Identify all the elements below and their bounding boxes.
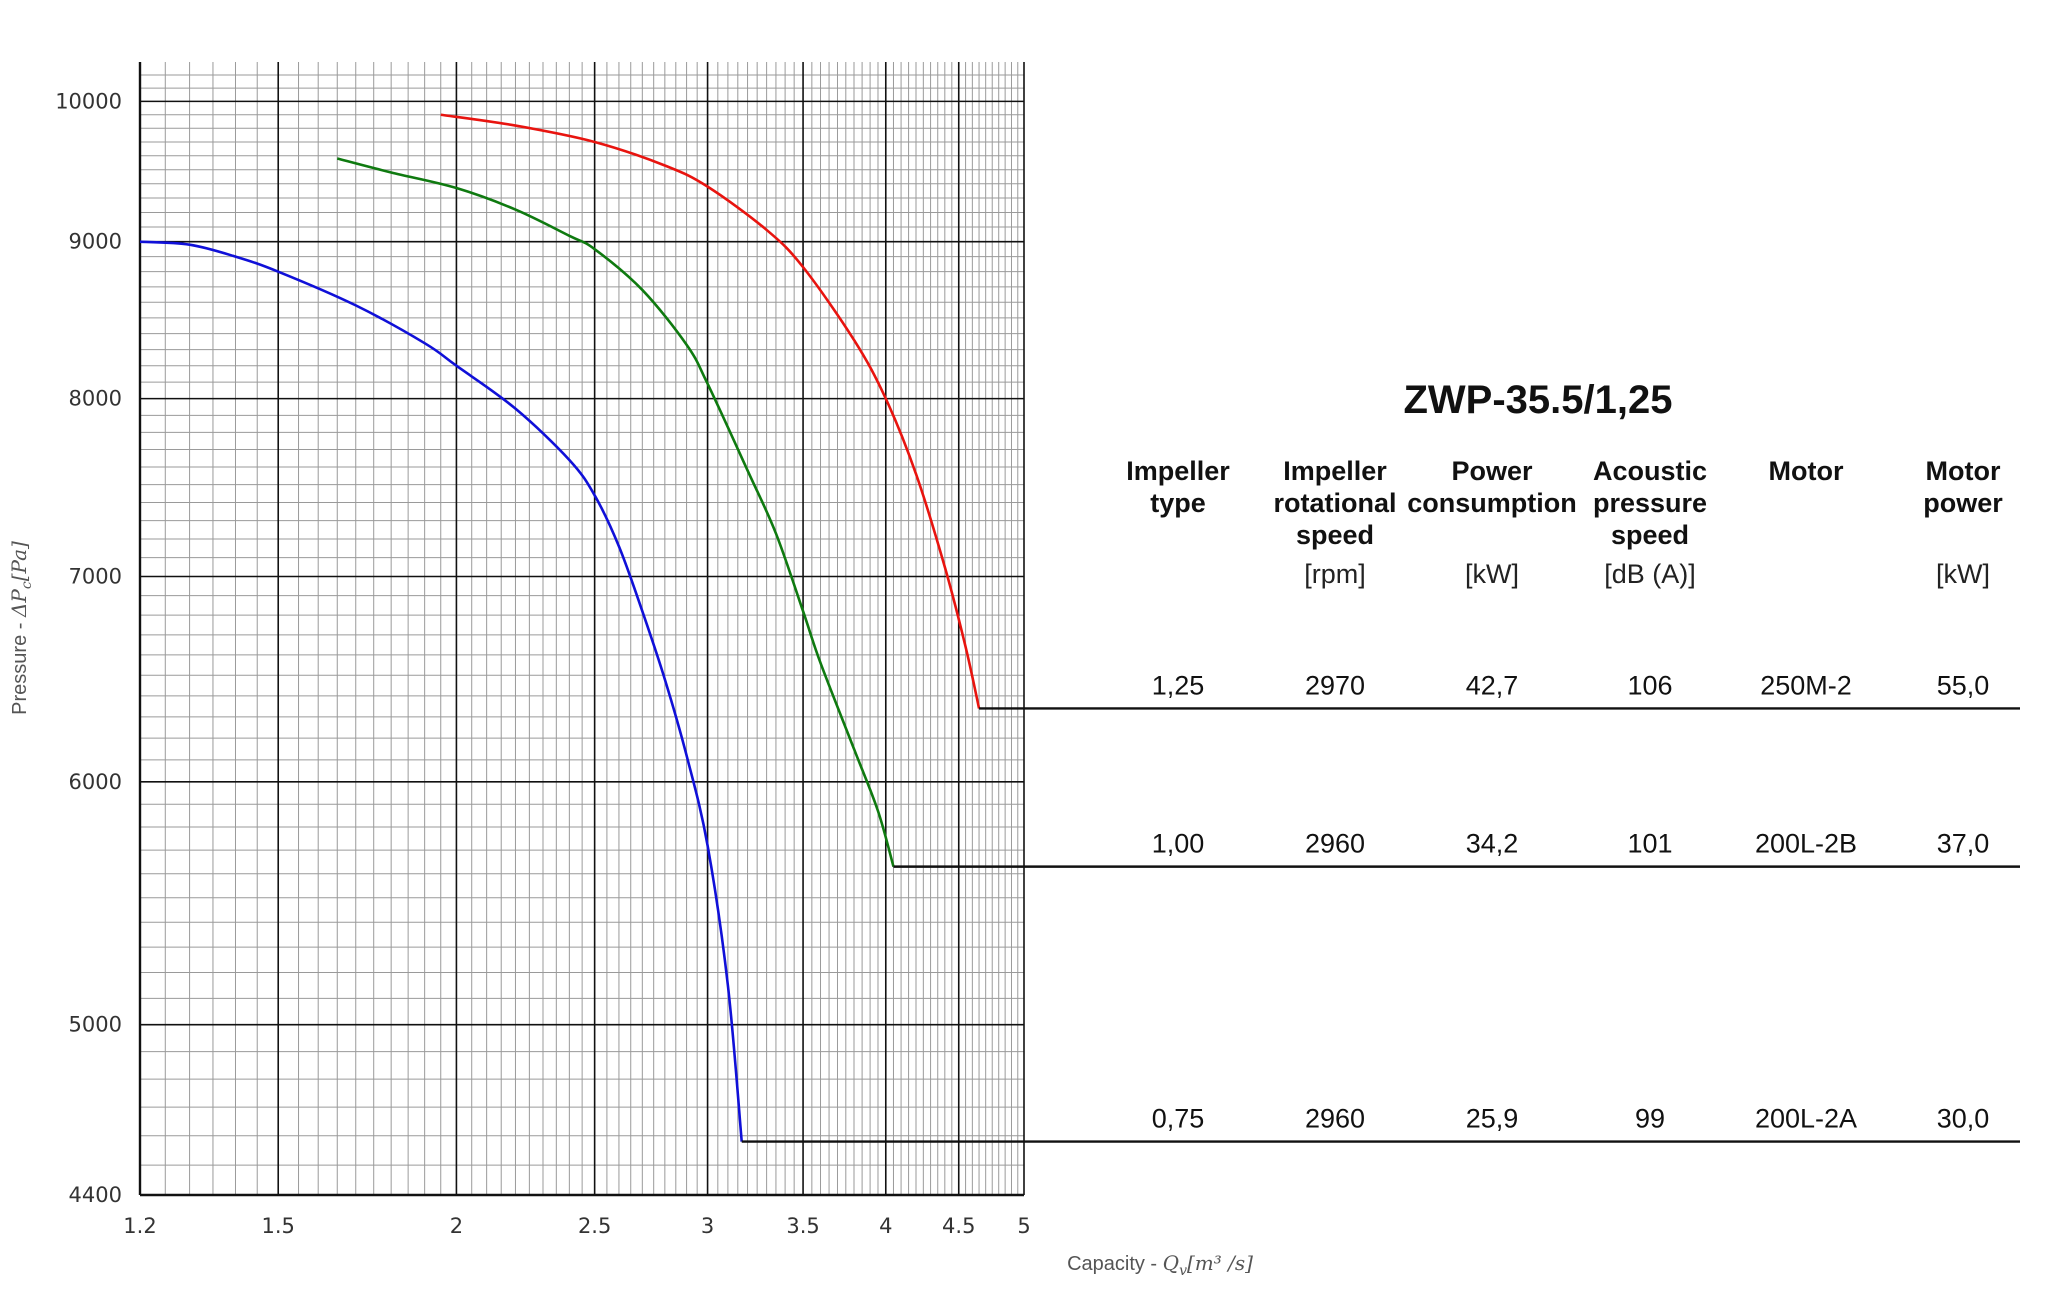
x-tick-label: 2.5	[578, 1214, 611, 1238]
table-cell: 250M-2	[1760, 670, 1852, 700]
table-cell: 37,0	[1937, 829, 1990, 859]
table-cell: 2960	[1305, 829, 1365, 859]
x-tick-label: 4	[879, 1214, 892, 1238]
y-tick-label: 10000	[55, 89, 122, 113]
x-tick-label: 1.5	[262, 1214, 295, 1238]
y-tick-label: 7000	[69, 565, 122, 589]
table-cell: 55,0	[1937, 670, 1990, 700]
x-tick-label: 1.2	[123, 1214, 156, 1238]
series-curve-1-00	[336, 157, 895, 867]
table-unit: [dB (A)]	[1604, 559, 1696, 589]
table-cell: 2960	[1305, 1104, 1365, 1134]
table-cell: 200L-2A	[1755, 1104, 1857, 1134]
x-tick-label: 2	[450, 1214, 463, 1238]
x-tick-label: 3	[701, 1214, 714, 1238]
y-tick-label: 4400	[69, 1183, 122, 1207]
chart-title: ZWP-35.5/1,25	[1403, 378, 1672, 422]
table-header: power	[1923, 488, 2003, 518]
x-tick-label: 5	[1017, 1214, 1030, 1238]
table-unit: [kW]	[1936, 559, 1990, 589]
table-header: Acoustic	[1593, 456, 1707, 486]
tick-labels: 1.2 1.5 2 2.5 3 3.5 4 4.5 5 4400 5000 6000 7000 8000 9…	[55, 89, 1031, 1238]
table-cell: 1,00	[1152, 829, 1205, 859]
table-cell: 99	[1635, 1104, 1665, 1134]
table-header: Motor	[1926, 456, 2001, 486]
y-tick-label: 5000	[69, 1013, 122, 1037]
table-header: consumption	[1407, 488, 1577, 518]
series-curve-0-75	[139, 240, 744, 1142]
table-header: speed	[1296, 520, 1374, 550]
table-header: pressure	[1593, 488, 1707, 518]
y-tick-label: 6000	[69, 770, 122, 794]
table-cell: 42,7	[1466, 670, 1519, 700]
axes	[138, 62, 1024, 1197]
grid	[139, 62, 1025, 1196]
y-tick-label: 8000	[69, 387, 122, 411]
y-tick-label: 9000	[69, 230, 122, 254]
x-tick-label: 4.5	[942, 1214, 975, 1238]
table-cell: 1,25	[1152, 670, 1205, 700]
table-cell: 2970	[1305, 670, 1365, 700]
table-cell: 101	[1627, 829, 1672, 859]
table-cell: 200L-2B	[1755, 829, 1857, 859]
x-tick-label: 3.5	[786, 1214, 819, 1238]
series-curve-1-25	[440, 113, 981, 709]
table-cell: 106	[1627, 670, 1672, 700]
table-cell: 30,0	[1937, 1104, 1990, 1134]
spec-table: ImpellertypeImpellerrotationalspeed[rpm]…	[1126, 456, 2003, 1134]
table-header: Impeller	[1126, 456, 1230, 486]
table-header: Motor	[1769, 456, 1844, 486]
table-cell: 0,75	[1152, 1104, 1205, 1134]
table-cell: 25,9	[1466, 1104, 1519, 1134]
table-unit: [rpm]	[1304, 559, 1366, 589]
table-header: type	[1150, 488, 1206, 518]
table-cell: 34,2	[1466, 829, 1519, 859]
table-header: speed	[1611, 520, 1689, 550]
table-header: Power	[1451, 456, 1533, 486]
series	[139, 113, 2020, 1143]
y-axis-title: Pressure - ΔPc[Pa]	[7, 541, 35, 715]
table-unit: [kW]	[1465, 559, 1519, 589]
table-header: Impeller	[1283, 456, 1387, 486]
x-axis-title: Capacity - Qv[m³ /s]	[1067, 1251, 1253, 1279]
table-header: rotational	[1273, 488, 1396, 518]
